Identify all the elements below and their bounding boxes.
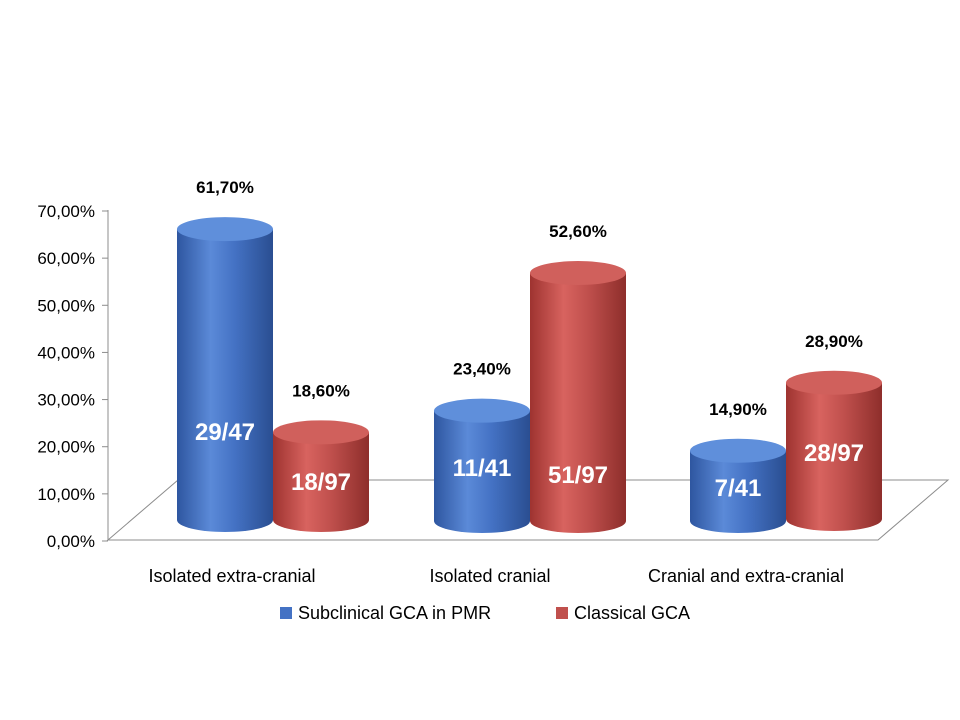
bar-series-2-cat-1: 18,60% 18/97 [273, 381, 369, 532]
bar-body [434, 410, 530, 533]
bar-body [177, 229, 273, 532]
y-tick-label: 50,00% [37, 296, 95, 315]
bar-body [273, 432, 369, 532]
legend-label-series-1: Subclinical GCA in PMR [298, 603, 491, 623]
fraction-label: 29/47 [195, 419, 255, 446]
legend-swatch-series-1 [280, 607, 292, 619]
value-label: 28,90% [805, 332, 863, 351]
bar-series-2-cat-2: 52,60% 51/97 [530, 222, 626, 533]
value-label: 61,70% [196, 178, 254, 197]
bar-top [690, 438, 786, 463]
y-tick-label: 0,00% [47, 532, 95, 551]
bar-top [434, 398, 530, 423]
y-tick-label: 20,00% [37, 438, 95, 457]
value-label: 14,90% [709, 400, 767, 419]
bar-body [530, 273, 626, 533]
category-label: Cranial and extra-cranial [648, 566, 844, 586]
bar-top [786, 370, 882, 395]
category-labels: Isolated extra-cranial Isolated cranial Cr… [148, 566, 844, 586]
y-tick-label: 70,00% [37, 202, 95, 221]
bar-top [177, 217, 273, 242]
category-label: Isolated cranial [429, 566, 550, 586]
legend: Subclinical GCA in PMR Classical GCA [280, 603, 690, 623]
bar-series-1-cat-3: 14,90% 7/41 [690, 400, 786, 533]
y-tick-label: 40,00% [37, 343, 95, 362]
legend-swatch-series-2 [556, 607, 568, 619]
bars: 61,70%29/4718,60%18/9723,40%11/4152,60%5… [177, 178, 882, 533]
bar-series-1-cat-1: 61,70% 29/47 [177, 178, 273, 532]
y-tick-label: 60,00% [37, 249, 95, 268]
value-label: 23,40% [453, 360, 511, 379]
fraction-label: 28/97 [804, 440, 864, 467]
value-label: 18,60% [292, 381, 350, 400]
y-tick-label: 10,00% [37, 485, 95, 504]
y-axis-ticks: 0,00% 10,00% 20,00% 30,00% 40,00% 50,00% 60,00… [37, 202, 108, 551]
bar-top [530, 261, 626, 286]
y-tick-label: 30,00% [37, 391, 95, 410]
fraction-label: 7/41 [715, 475, 762, 502]
value-label: 52,60% [549, 222, 607, 241]
legend-label-series-2: Classical GCA [574, 603, 690, 623]
bar-body [690, 450, 786, 533]
bar-top [273, 420, 369, 445]
bar-body [786, 382, 882, 531]
fraction-label: 51/97 [548, 462, 608, 489]
category-label: Isolated extra-cranial [148, 566, 315, 586]
bar-series-2-cat-3: 28,90% 28/97 [786, 332, 882, 531]
bar-series-1-cat-2: 23,40% 11/41 [434, 360, 530, 533]
fraction-label: 11/41 [453, 455, 512, 482]
fraction-label: 18/97 [291, 469, 351, 496]
